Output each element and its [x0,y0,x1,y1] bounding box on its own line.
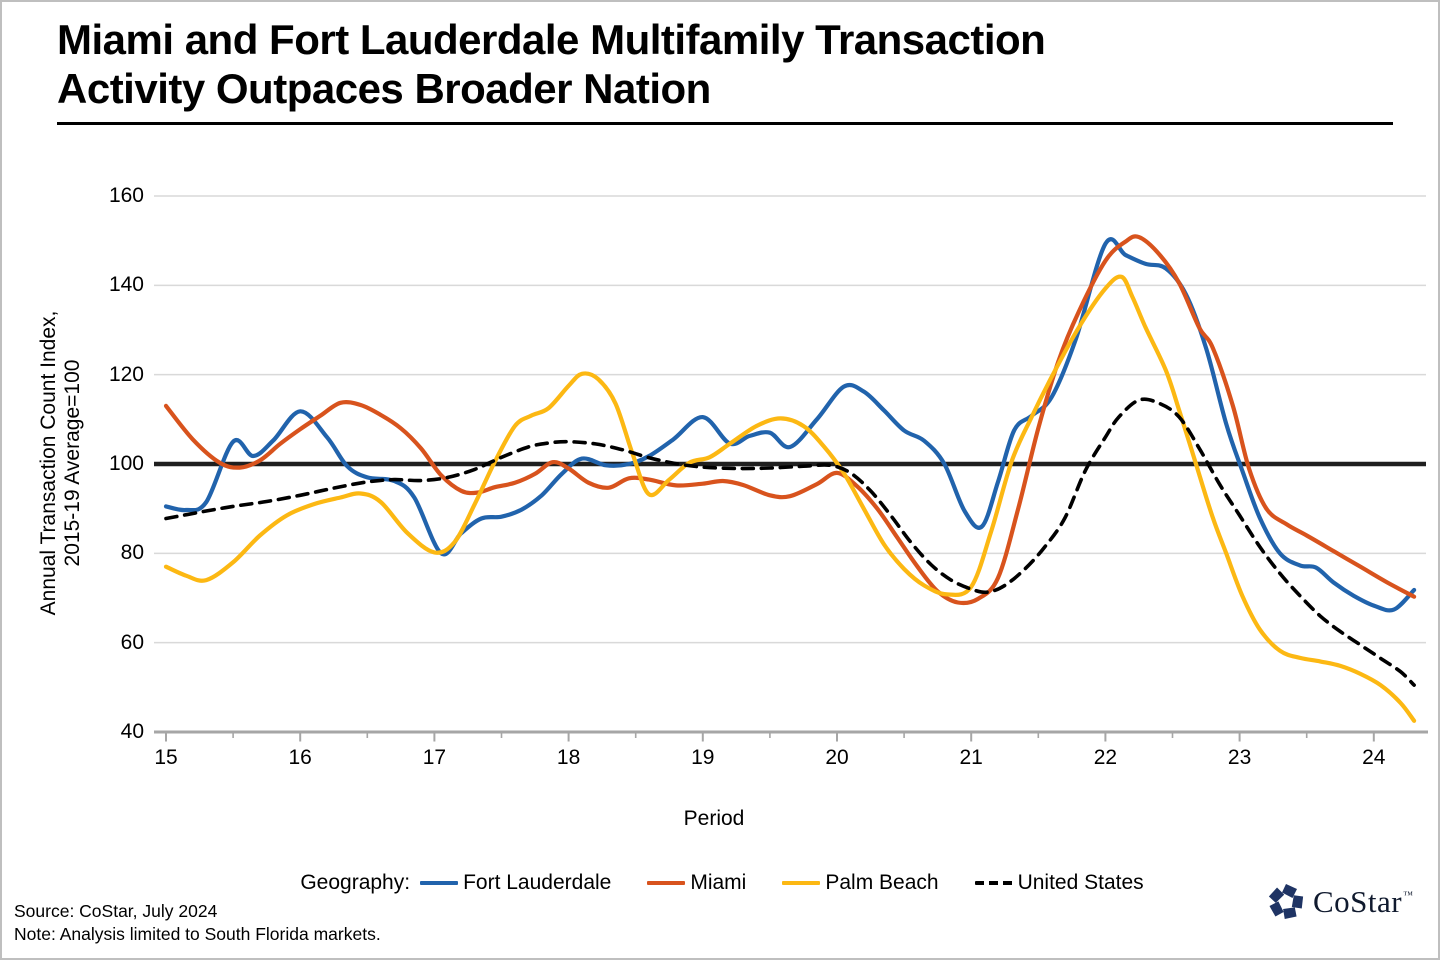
x-tick-label-22: 22 [1093,746,1118,769]
legend-prefix: Geography: [300,871,411,894]
y-tick-label-100: 100 [108,452,144,475]
y-tick-label-120: 120 [108,362,144,386]
x-axis-title: Period [683,807,745,830]
legend-item-united-states: United States [974,871,1144,895]
footer: Source: CoStar, July 2024 Note: Analysis… [14,900,381,946]
legend-item-fort-lauderdale: Fort Lauderdale [420,871,611,895]
y-tick-label-80: 80 [120,541,144,565]
legend-swatch-fort-lauderdale [420,881,459,885]
trademark-symbol: ™ [1403,890,1414,901]
series-line-miami [163,234,1417,606]
series-line-palm-beach [163,274,1417,723]
source-text: Source: CoStar, July 2024 [14,901,218,921]
title-underline [57,122,1393,125]
legend-label: Fort Lauderdale [463,871,612,894]
costar-logo: CoStar™ [1266,882,1413,922]
x-tick-label-19: 19 [691,746,715,769]
x-tick-label-17: 17 [422,746,447,769]
legend-item-palm-beach: Palm Beach [782,871,939,895]
legend-swatch-united-states [974,881,1013,885]
legend: Geography: Fort Lauderdale Miami Palm Beac… [2,871,1440,895]
legend-swatch-palm-beach [782,881,821,885]
y-tick-label-60: 60 [120,630,144,654]
y-axis-title-line1: Annual Transaction Count Index, [37,310,60,616]
chart-title-line2: Activity Outpaces Broader Nation [57,65,711,112]
legend-label: United States [1017,871,1144,894]
legend-item-miami: Miami [647,871,746,895]
x-tick-label-20: 20 [825,746,849,769]
note-text: Note: Analysis limited to South Florida … [14,924,381,944]
y-tick-label-160: 160 [108,184,144,207]
x-tick-label-18: 18 [556,746,581,769]
legend-label: Palm Beach [825,871,939,894]
y-tick-label-140: 140 [108,273,144,297]
costar-logo-text: CoStar™ [1313,884,1414,919]
x-tick-label-24: 24 [1362,746,1386,769]
costar-pinwheel-icon [1268,884,1304,919]
y-tick-label-40: 40 [120,720,144,743]
series-line-united-states [164,397,1416,687]
x-tick-label-16: 16 [288,746,312,769]
x-tick-label-21: 21 [959,746,983,769]
legend-swatch-miami [647,881,686,885]
x-tick-label-23: 23 [1227,746,1252,769]
legend-label: Miami [690,871,747,894]
chart-title-line1: Miami and Fort Lauderdale Multifamily Tr… [57,16,1046,63]
x-tick-label-15: 15 [154,746,178,769]
chart-title: Miami and Fort Lauderdale Multifamily Tr… [57,15,1397,113]
